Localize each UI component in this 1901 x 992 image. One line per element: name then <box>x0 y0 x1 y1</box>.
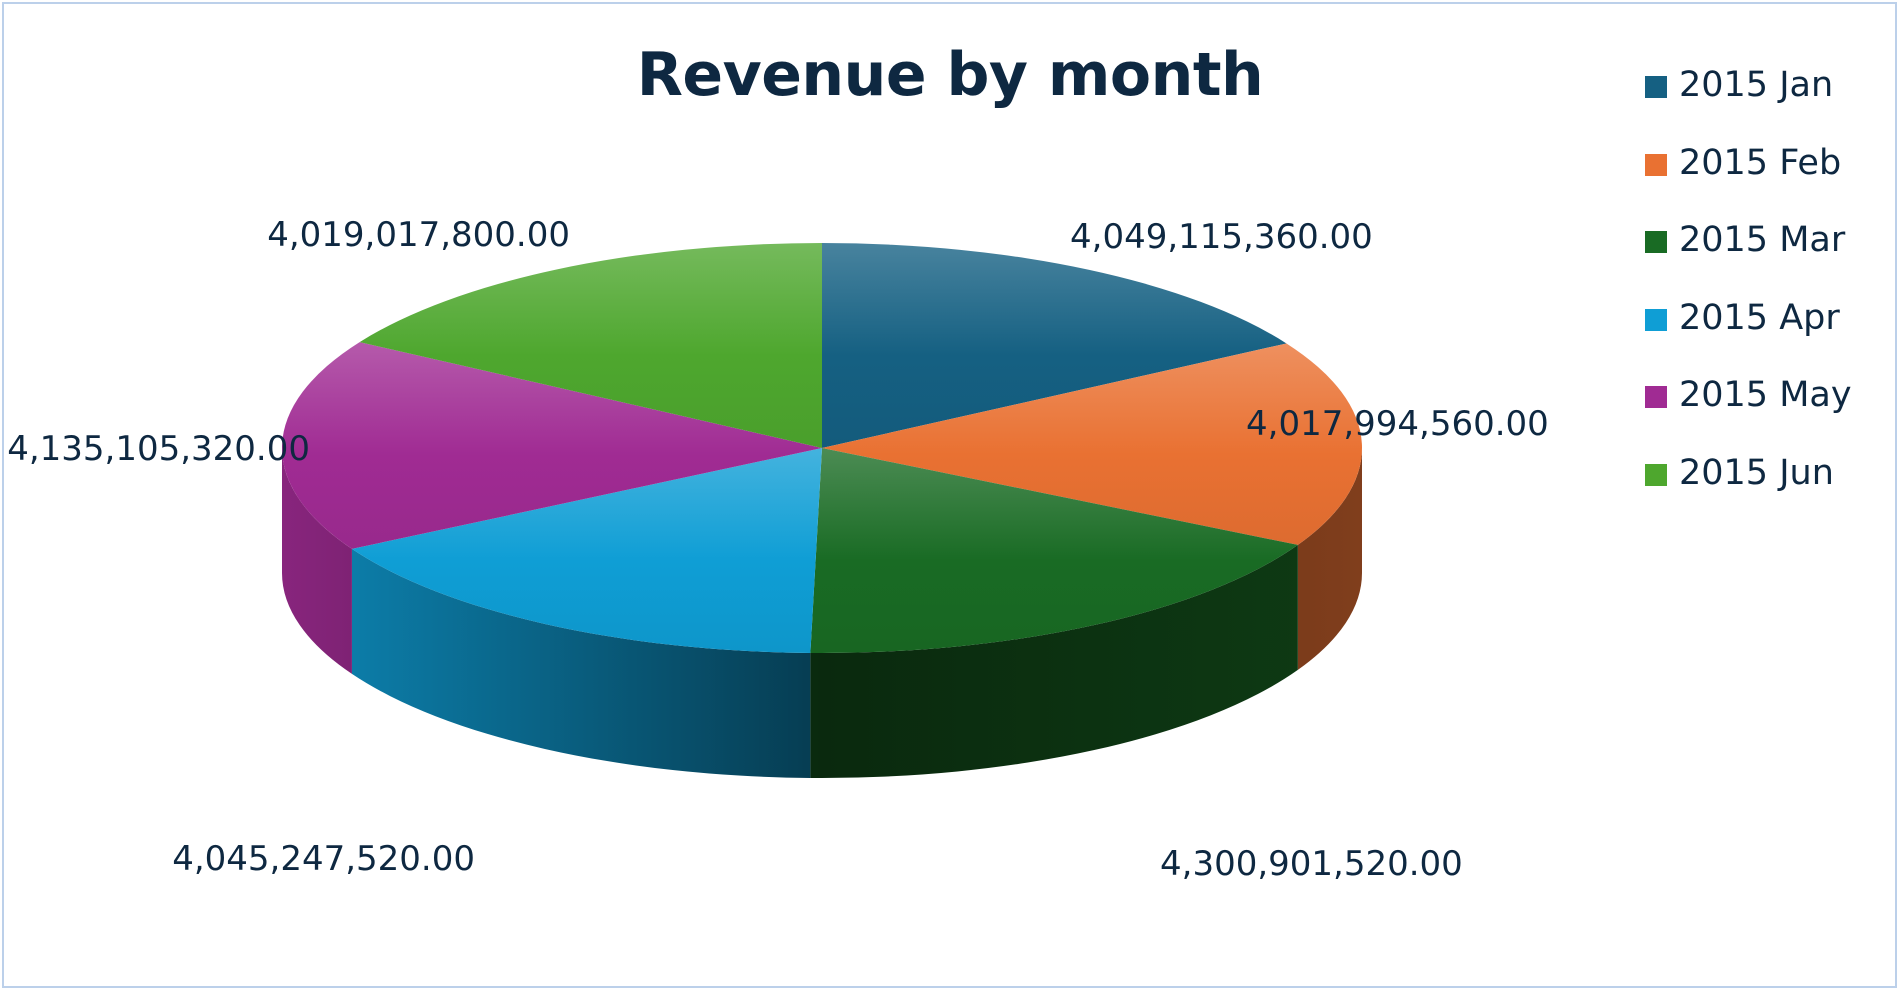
legend-swatch <box>1645 386 1667 408</box>
pie-side-2015-apr <box>351 548 811 778</box>
data-label-2015-mar: 4,300,901,520.00 <box>1160 844 1463 884</box>
legend-swatch <box>1645 153 1667 176</box>
pie-side-2015-may <box>282 448 352 674</box>
data-label-2015-feb: 4,017,994,560.00 <box>1246 404 1549 444</box>
pie-slice-2015-mar[interactable] <box>810 448 1298 653</box>
chart-title: Revenue by month <box>636 40 1264 110</box>
data-label-2015-jan: 4,049,115,360.00 <box>1070 217 1373 257</box>
pie-slice-2015-feb[interactable] <box>822 343 1363 545</box>
data-label-2015-may: 4,135,105,320.00 <box>7 429 310 469</box>
legend-label: 2015 Jan <box>1679 65 1834 105</box>
legend-label: 2015 Feb <box>1679 142 1842 183</box>
pie-side-2015-feb <box>1297 448 1362 670</box>
pie-slice-2015-jan[interactable] <box>822 243 1287 448</box>
pie-slice-2015-may[interactable] <box>282 342 822 549</box>
legend-label: 2015 May <box>1679 375 1852 415</box>
legend-swatch <box>1645 308 1667 331</box>
legend-swatch <box>1645 463 1667 486</box>
data-label-2015-jun: 4,019,017,800.00 <box>267 215 570 255</box>
pie-slice-2015-apr[interactable] <box>351 448 822 653</box>
pie-slice-2015-jun[interactable] <box>359 243 822 448</box>
pie-side-2015-mar <box>810 544 1298 778</box>
legend-label: 2015 Jun <box>1679 452 1834 493</box>
legend-swatch <box>1645 231 1667 253</box>
legend-label: 2015 Mar <box>1679 220 1846 260</box>
data-label-2015-apr: 4,045,247,520.00 <box>172 839 475 879</box>
legend-label: 2015 Apr <box>1679 297 1840 338</box>
legend-swatch <box>1645 76 1667 98</box>
